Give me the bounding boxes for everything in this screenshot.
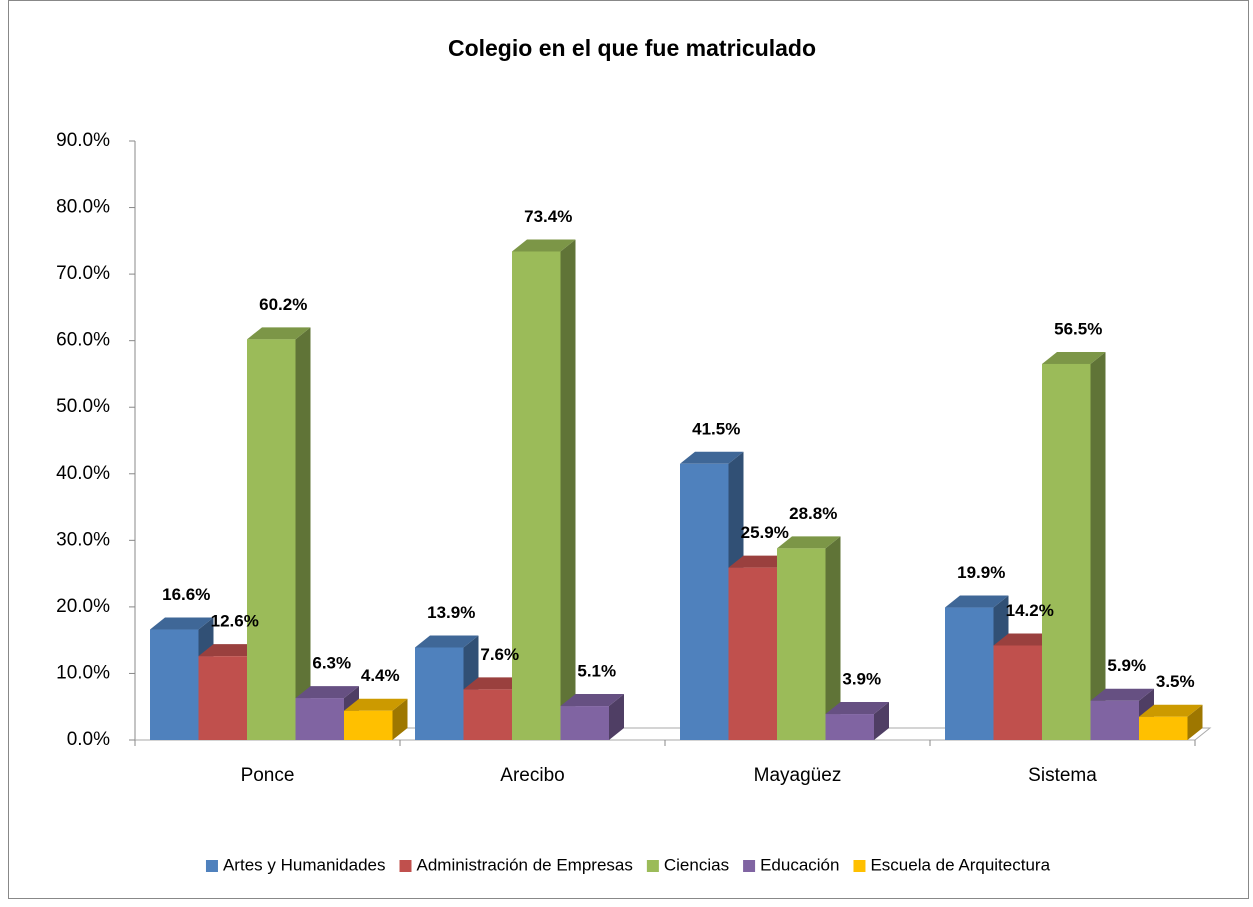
bar: [295, 698, 344, 740]
y-tick-label: 70.0%: [56, 263, 110, 284]
legend-swatch: [646, 860, 659, 872]
bar-top: [512, 239, 576, 252]
bar-side: [1187, 704, 1203, 740]
bar-top: [344, 698, 408, 711]
bar-top: [993, 633, 1057, 646]
legend-swatch: [399, 860, 412, 872]
data-label: 7.6%: [480, 645, 519, 664]
y-tick-label: 20.0%: [56, 596, 110, 617]
legend-label: Artes y Humanidades: [223, 855, 386, 874]
data-label: 25.9%: [741, 523, 789, 542]
bar: [344, 710, 393, 740]
bar: [728, 567, 777, 740]
bar: [945, 607, 994, 740]
y-tick-label: 90.0%: [56, 130, 110, 151]
bar-side: [560, 239, 576, 740]
x-tick-label: Ponce: [241, 765, 295, 786]
data-label: 3.5%: [1156, 672, 1195, 691]
chart-title: Colegio en el que fue matriculado: [448, 35, 816, 61]
legend-swatch: [853, 860, 866, 872]
data-label: 3.9%: [842, 670, 881, 689]
bar-top: [150, 617, 214, 630]
bar: [463, 689, 512, 740]
y-tick-label: 0.0%: [67, 729, 110, 750]
x-tick-label: Mayagüez: [754, 765, 842, 786]
bar: [1042, 363, 1091, 740]
y-tick-label: 30.0%: [56, 529, 110, 550]
bar: [825, 714, 874, 740]
legend: Artes y Humanidades Administración de Emp…: [205, 855, 1051, 874]
bar: [1090, 700, 1139, 740]
data-label: 12.6%: [211, 612, 259, 631]
x-tick-label: Arecibo: [500, 765, 564, 786]
bar-side: [295, 327, 311, 740]
bar-top: [247, 327, 311, 340]
bar-top: [463, 677, 527, 690]
bar: [560, 706, 609, 740]
legend-label: Ciencias: [664, 855, 729, 874]
bar-top: [777, 536, 841, 549]
legend-label: Administración de Empresas: [417, 855, 633, 874]
bar: [777, 548, 826, 740]
bar: [150, 629, 199, 740]
bar: [415, 647, 464, 740]
bar-side: [392, 698, 408, 740]
legend-label: Escuela de Arquitectura: [870, 855, 1050, 874]
bar-side: [1090, 351, 1106, 740]
data-label: 6.3%: [312, 654, 351, 673]
y-tick-label: 10.0%: [56, 662, 110, 683]
y-tick-label: 80.0%: [56, 197, 110, 218]
data-label: 14.2%: [1006, 601, 1054, 620]
bar-top: [1139, 704, 1203, 717]
data-label: 4.4%: [361, 666, 400, 685]
bar-side: [874, 702, 889, 740]
legend-swatch: [205, 860, 218, 872]
bar-top: [945, 595, 1009, 608]
y-tick-label: 60.0%: [56, 330, 110, 351]
bar-side: [825, 536, 841, 740]
legend-label: Educación: [760, 855, 839, 874]
chart-border: [8, 0, 1249, 899]
bar: [198, 656, 247, 740]
bar: [1139, 716, 1188, 740]
bar-top: [825, 702, 889, 715]
data-label: 5.1%: [577, 662, 616, 681]
data-label: 19.9%: [957, 563, 1005, 582]
data-label: 73.4%: [524, 207, 572, 226]
y-tick-label: 50.0%: [56, 396, 110, 417]
y-tick-label: 40.0%: [56, 463, 110, 484]
bar-top: [560, 694, 624, 707]
legend-swatch: [743, 860, 756, 872]
bar: [680, 463, 729, 740]
bar-top: [1042, 351, 1106, 364]
bar-top: [415, 635, 479, 648]
bar-top: [728, 555, 792, 568]
bar: [512, 251, 561, 740]
x-tick-label: Sistema: [1028, 765, 1097, 786]
bar: [993, 645, 1042, 740]
bar-side: [609, 694, 624, 740]
data-label: 5.9%: [1107, 656, 1146, 675]
data-label: 28.8%: [789, 504, 837, 523]
bar: [247, 339, 296, 740]
data-label: 60.2%: [259, 295, 307, 314]
bar-top: [198, 644, 262, 657]
data-label: 56.5%: [1054, 319, 1102, 338]
data-label: 16.6%: [162, 585, 210, 604]
data-label: 41.5%: [692, 419, 740, 438]
bar-top: [295, 686, 359, 699]
bar-top: [1090, 688, 1154, 701]
data-label: 13.9%: [427, 603, 475, 622]
bar-top: [680, 451, 744, 464]
